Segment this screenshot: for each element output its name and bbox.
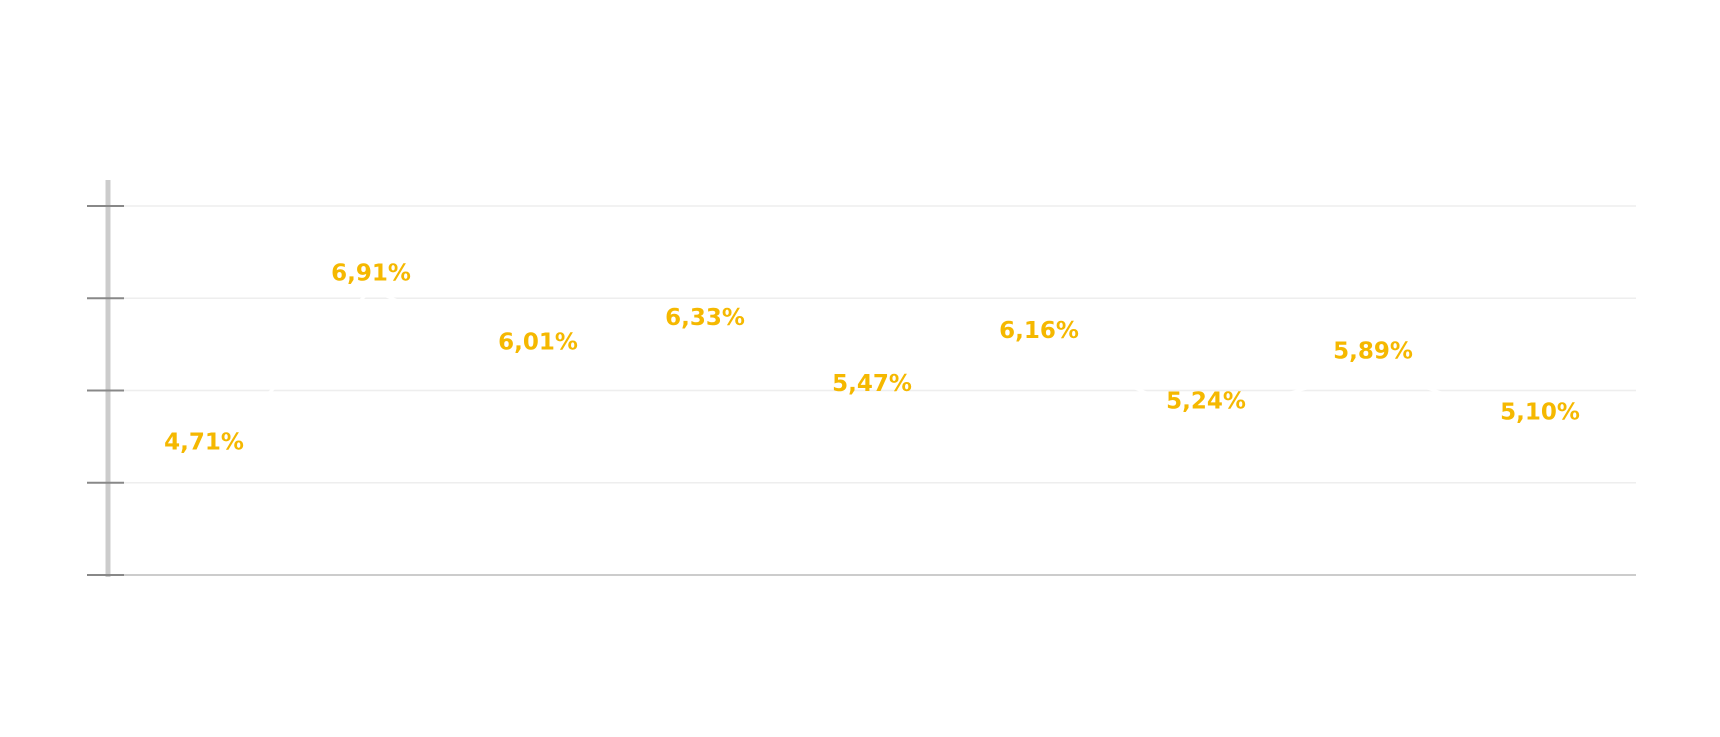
data-label: 6,16%	[999, 318, 1079, 344]
point	[1201, 413, 1211, 424]
data-label: 4,71%	[164, 429, 244, 455]
point	[533, 353, 543, 364]
data-label: 5,10%	[1500, 399, 1580, 425]
point	[867, 395, 877, 406]
point	[1535, 423, 1545, 434]
data-label: 5,89%	[1333, 339, 1413, 365]
data-label: 5,47%	[832, 371, 912, 397]
point	[700, 329, 710, 340]
point	[199, 453, 209, 464]
data-label: 5,24%	[1166, 389, 1246, 415]
data-label: 6,33%	[665, 305, 745, 331]
data-label: 6,91%	[331, 260, 411, 286]
data-label: 6,01%	[498, 329, 578, 355]
point	[1368, 363, 1378, 374]
point	[1034, 342, 1044, 353]
point	[366, 284, 376, 295]
